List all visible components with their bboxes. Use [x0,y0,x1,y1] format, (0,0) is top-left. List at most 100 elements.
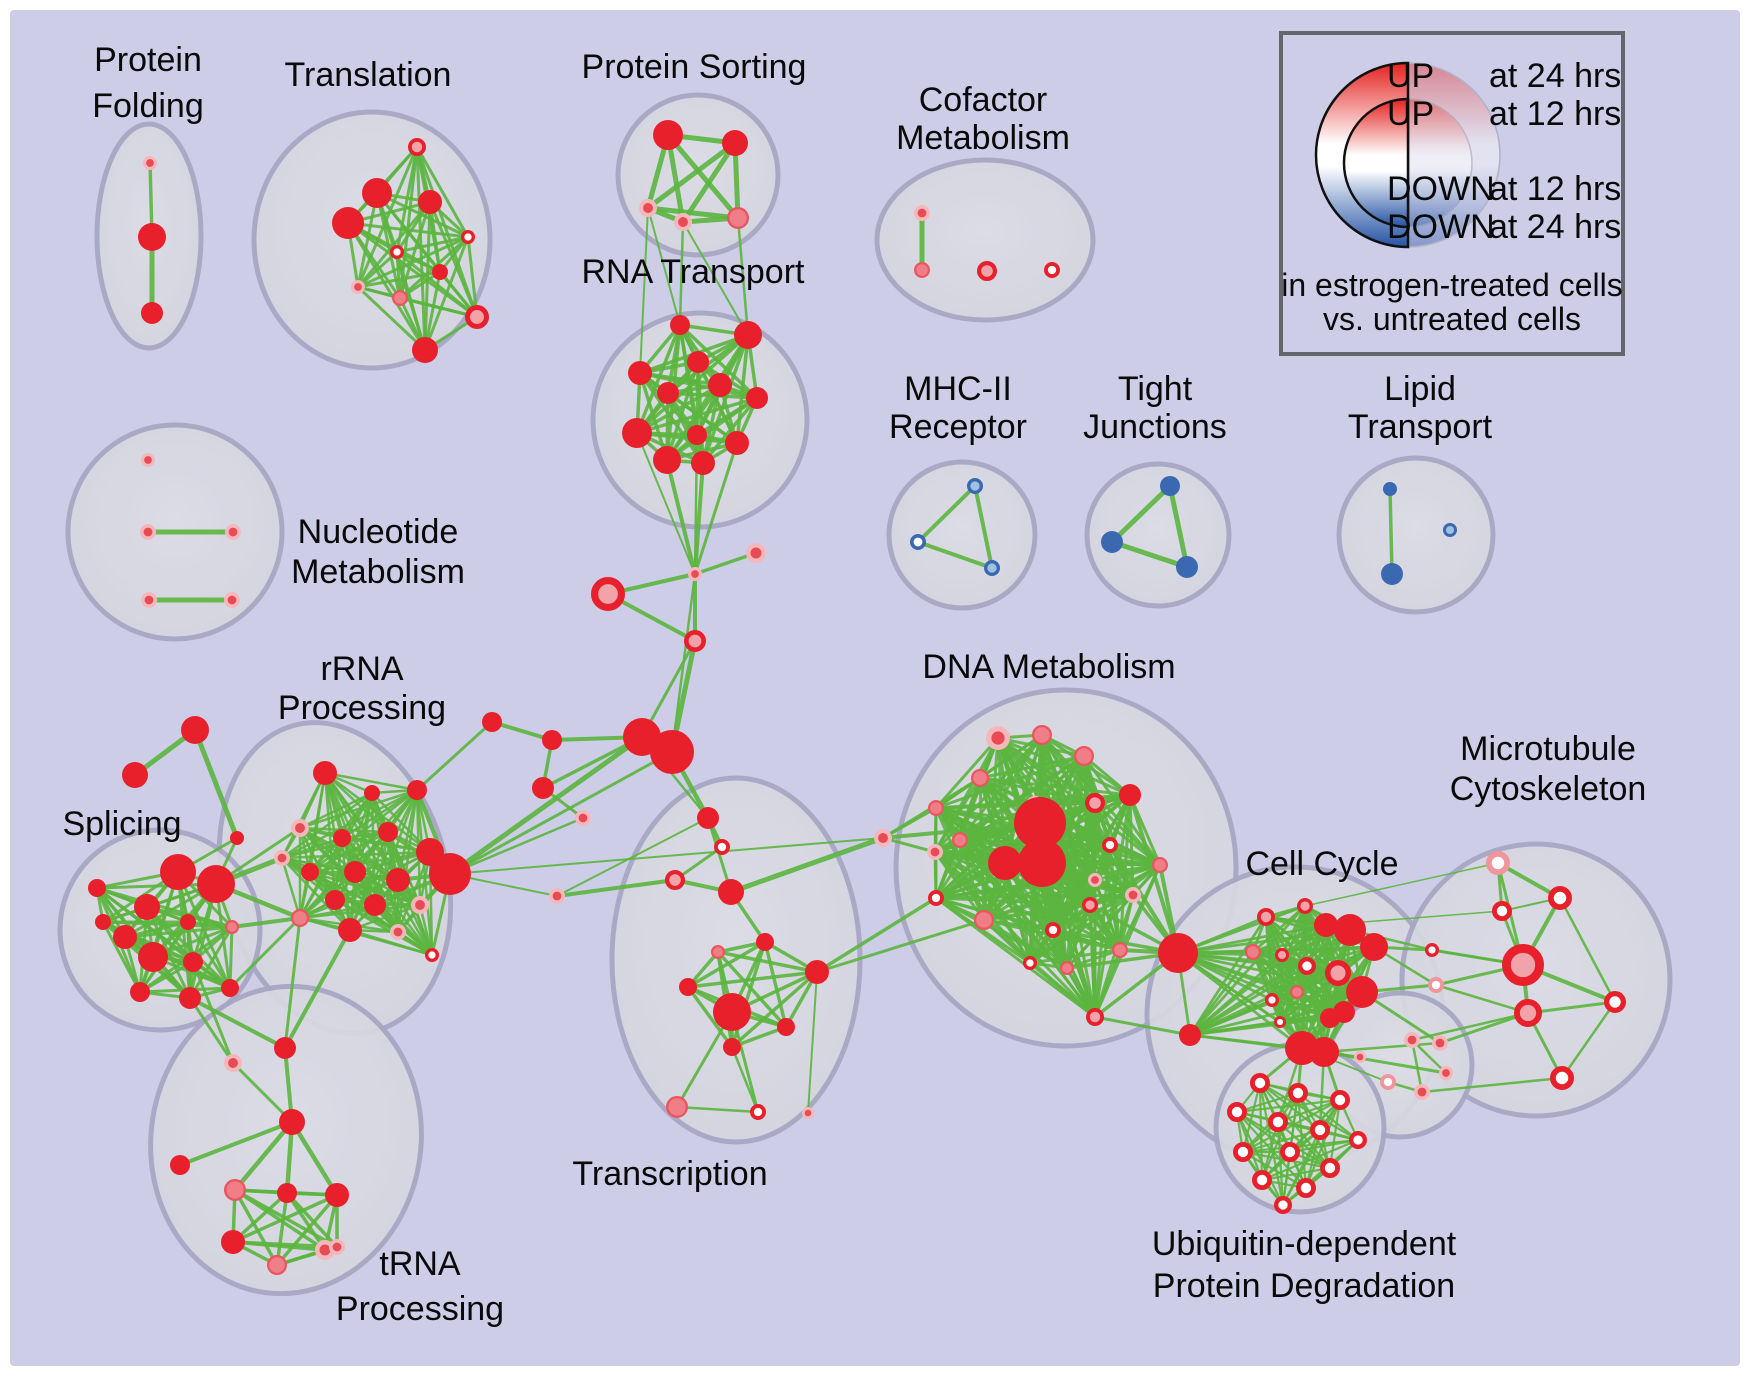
node-sp6 [138,942,168,972]
node-dm12 [1102,836,1119,853]
network-edge [807,971,818,1114]
network-edge [232,1119,295,1193]
node-ub6 [1310,1120,1331,1141]
legend-direction-0: UP [1387,57,1434,95]
network-edge [716,950,788,1029]
cluster-ellipse-cofactor-metabolism [874,157,1096,323]
node-dm3 [1073,745,1094,766]
network-edge [283,928,352,1050]
network-edge [449,837,884,875]
network-edge [1434,983,1530,1015]
node-sp2 [197,865,235,903]
cluster-label-cofactor-metabolism: Metabolism [896,119,1070,157]
node-ub2 [1288,1083,1309,1104]
network-edge [693,551,758,576]
node-rt12 [691,451,715,475]
node-rr6 [333,829,351,847]
node-tl8 [351,280,366,295]
network-edge [353,870,422,907]
node-mt6 [1604,991,1627,1014]
node-mt5 [1513,999,1542,1028]
network-edge [1276,1098,1342,1124]
network-edge [635,323,682,435]
network-edge [275,1193,339,1267]
node-tx9 [805,960,829,984]
node-h2 [650,730,694,774]
node-sp3 [134,894,160,920]
network-edge [447,734,645,877]
network-edge [1093,1015,1192,1037]
node-tx5 [548,887,565,904]
network-edge [1251,904,1307,954]
node-rrh [429,853,471,895]
cluster-label-microtubule-cytoskeleton: Microtubule [1460,730,1636,768]
network-edge [1109,539,1190,570]
node-mh2 [909,533,926,550]
node-sc3 [1414,1084,1431,1101]
cluster-label-tight-junctions: Tight [1118,370,1193,408]
node-mt2 [1548,886,1573,911]
network-edge [973,484,994,570]
node-tx14 [749,1104,766,1121]
network-edge [346,221,470,239]
node-rr17 [389,923,406,940]
network-edge [639,207,649,374]
network-edge [298,903,422,920]
node-rr14 [410,896,429,915]
node-tx3 [664,869,685,890]
legend-time-1: at 12 hrs [1489,95,1621,133]
node-rt9 [687,425,707,445]
node-pf3 [141,302,163,324]
node-rr7 [378,822,398,842]
network-edge [428,200,479,319]
node-mh3 [983,559,1000,576]
node-tn7 [325,1183,349,1207]
cluster-label-cell-cycle: Cell Cycle [1245,845,1398,883]
node-dm6 [1119,784,1141,806]
node-rr10 [344,861,366,883]
network-edge [1235,1110,1285,1207]
node-ub5 [1268,1112,1289,1133]
network-edge [285,1191,327,1252]
cluster-label-transcription: Transcription [572,1155,767,1193]
network-edge [1526,1000,1617,1015]
cluster-label-nucleotide-metabolism: Nucleotide [298,513,459,551]
cluster-ellipse-lipid-transport [1336,455,1496,615]
cluster-label-trna-processing: Processing [336,1290,504,1328]
cluster-label-cofactor-metabolism: Cofactor [919,81,1048,119]
network-edge [448,816,585,876]
node-br [1158,933,1198,973]
node-cc1 [1179,1024,1201,1046]
legend-box [1279,31,1625,356]
network-edge [231,1193,339,1244]
node-c1 [688,567,703,582]
network-edge [283,916,302,1050]
node-dm13 [1151,856,1168,873]
node-tl7 [432,264,448,280]
network-edge [638,371,759,400]
cluster-label-protein-folding: Protein [94,41,202,79]
network-edge [934,838,962,900]
node-lp3 [1442,522,1457,537]
node-cc18 [1333,1001,1355,1023]
network-edge [916,484,977,544]
node-dm17 [1082,896,1099,913]
node-lp2 [1381,563,1403,585]
node-nu5 [224,591,241,608]
node-k1 [874,829,893,848]
node-tx13 [666,1095,689,1118]
node-dm23 [1084,792,1105,813]
network-edge [1051,893,1135,932]
node-tj1 [1160,476,1180,496]
network-edge [1028,903,1092,965]
node-cc10 [1324,959,1351,986]
network-edge [1281,1128,1322,1207]
node-dm25 [1086,1008,1105,1027]
legend-direction-2: DOWN [1387,170,1495,208]
cluster-label-trna-processing: tRNA [379,1245,461,1283]
node-rr3 [407,780,427,800]
node-dm15 [973,909,994,930]
network-edge [1420,1076,1564,1094]
network-edge [1188,953,1284,1037]
